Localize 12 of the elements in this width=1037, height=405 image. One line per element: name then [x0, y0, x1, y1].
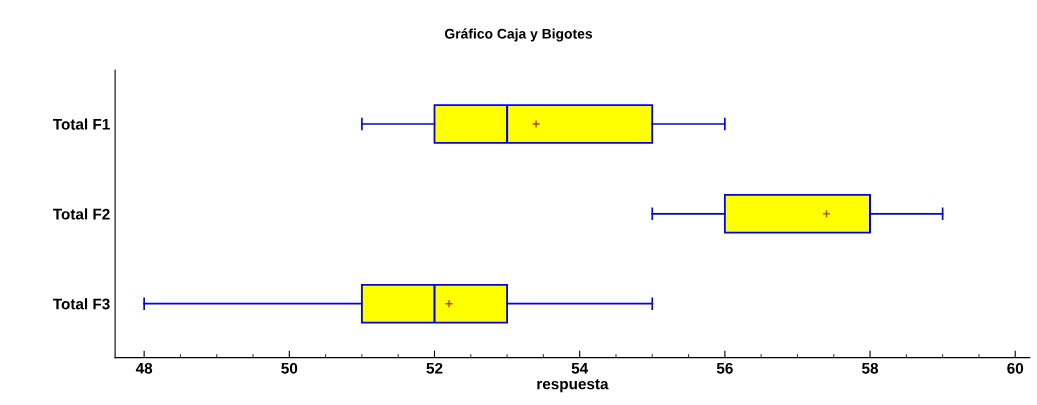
- x-tick-label: 48: [135, 362, 153, 374]
- x-tick-label: 60: [1007, 362, 1024, 374]
- y-tick-label: Total F3: [52, 298, 110, 310]
- y-tick-label: Total F1: [52, 118, 110, 130]
- x-axis-title: respuesta: [537, 379, 609, 393]
- x-tick-label: 58: [862, 362, 879, 374]
- x-tick-label: 50: [281, 362, 298, 374]
- y-tick-label: Total F2: [52, 208, 110, 220]
- x-tick-label: 54: [571, 363, 589, 374]
- x-tick-label: 56: [716, 362, 733, 374]
- x-tick-label: 52: [426, 362, 443, 374]
- chart-title: Gráfico Caja y Bigotes: [444, 28, 593, 42]
